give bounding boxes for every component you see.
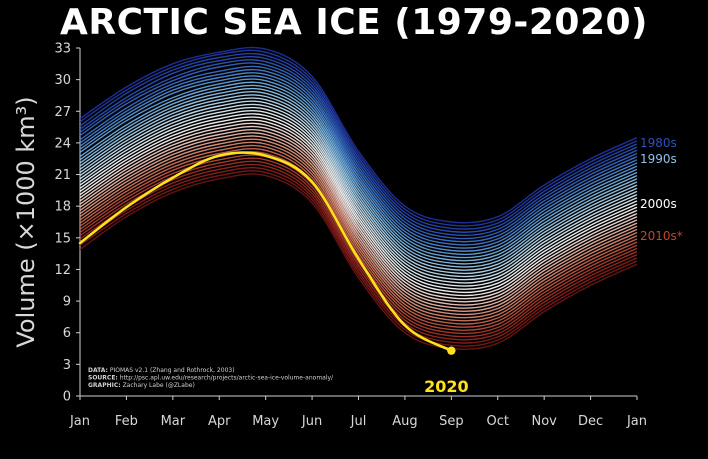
series-line-1980 [79, 49, 638, 227]
y-tick-label: 33 [54, 42, 71, 57]
x-tick-label: Jan [626, 414, 647, 429]
series-line-2020 [78, 151, 453, 352]
series-line-2009 [79, 141, 638, 319]
series-line-1986 [79, 68, 638, 246]
series-line-2008 [79, 138, 638, 316]
legend-label: 1980s [640, 136, 677, 150]
series-line-2017 [79, 166, 638, 344]
series-line-2011 [79, 147, 638, 325]
series-line-1992 [79, 87, 638, 265]
x-tick-label: Aug [392, 414, 417, 429]
series-line-1999 [79, 110, 638, 287]
series-line-2016 [79, 163, 638, 341]
series-line-2007 [79, 135, 638, 313]
series-line-1997 [79, 103, 638, 281]
y-tick-label: 12 [54, 263, 71, 278]
series-line-2006 [79, 132, 638, 309]
highlight-group: 2020 [78, 151, 469, 396]
y-tick-label: 24 [54, 136, 71, 151]
series-line-1987 [79, 72, 638, 249]
x-tick-label: Jul [350, 414, 367, 429]
y-tick-label: 15 [54, 231, 71, 246]
series-line-1989 [79, 78, 638, 256]
y-axis-label-group: Volume (×1000 km³) [12, 96, 40, 347]
y-tick-label: 6 [63, 326, 71, 341]
x-tick-label: May [252, 414, 279, 429]
source-line: GRAPHIC: Zachary Labe (@ZLabe) [88, 382, 195, 389]
y-tick-label: 30 [54, 73, 71, 88]
series-line-2003 [79, 122, 638, 300]
x-tick-label: Sep [439, 414, 464, 429]
y-tick-label: 21 [54, 168, 71, 183]
axes: 0 3 6 9 12 15 18 21 24 27 30 33 Jan Feb Mar Apr May Jun Ju… [54, 42, 647, 430]
y-axis-label: Volume (×1000 km³) [12, 96, 40, 347]
series-line-1996 [79, 100, 638, 278]
y-tick-label: 18 [54, 200, 71, 215]
x-tick-label: Apr [208, 414, 231, 429]
chart-title: ARCTIC SEA ICE (1979-2020) [60, 2, 648, 43]
series-line-1991 [79, 84, 638, 262]
x-tick-label: Dec [578, 414, 603, 429]
legend-label: 1990s [640, 152, 677, 166]
y-tick-label: 9 [63, 295, 71, 310]
legend: 1980s 1990s 2000s 2010s* [640, 136, 683, 243]
series-line-1990 [79, 81, 638, 259]
x-tick-label: Mar [161, 414, 186, 429]
series-line-2015 [79, 160, 638, 338]
x-tick-label: Nov [531, 414, 557, 429]
series-line-2000 [79, 113, 638, 290]
series-line-2018 [79, 170, 638, 347]
source-line: SOURCE: http://psc.apl.uw.edu/research/p… [88, 375, 334, 382]
series-line-1988 [79, 75, 638, 252]
y-tick-label: 3 [63, 358, 71, 373]
y-tick-label: 27 [54, 105, 71, 120]
x-tick-label: Feb [115, 414, 138, 429]
series-line-1993 [79, 91, 638, 268]
source-line: DATA: PIOMAS v2.1 (Zhang and Rothrock, 2… [88, 367, 235, 374]
series-group [79, 46, 638, 351]
series-line-1982 [79, 55, 638, 233]
series-line-2012 [79, 151, 638, 328]
series-line-1983 [79, 59, 638, 237]
x-tick-label: Oct [487, 414, 509, 429]
legend-label: 2000s [640, 197, 677, 211]
series-end-marker-2020 [447, 346, 456, 355]
series-line-2002 [79, 119, 638, 297]
x-tick-label: Jan [69, 414, 90, 429]
series-line-2001 [79, 116, 638, 294]
highlight-label: 2020 [424, 377, 469, 396]
series-line-1979 [79, 46, 638, 224]
source-credits: DATA: PIOMAS v2.1 (Zhang and Rothrock, 2… [88, 367, 334, 389]
series-line-1994 [79, 94, 638, 271]
series-line-1995 [79, 97, 638, 275]
series-line-1984 [79, 62, 638, 240]
series-line-1998 [79, 106, 638, 284]
series-line-2005 [79, 129, 638, 306]
series-line-2019 [79, 173, 638, 351]
y-tick-label: 0 [63, 390, 71, 405]
x-tick-label: Jun [301, 414, 322, 429]
series-line-2004 [79, 125, 638, 303]
series-line-1981 [79, 52, 638, 230]
series-line-2010 [79, 144, 638, 322]
series-line-1985 [79, 65, 638, 243]
legend-label: 2010s* [640, 229, 683, 243]
